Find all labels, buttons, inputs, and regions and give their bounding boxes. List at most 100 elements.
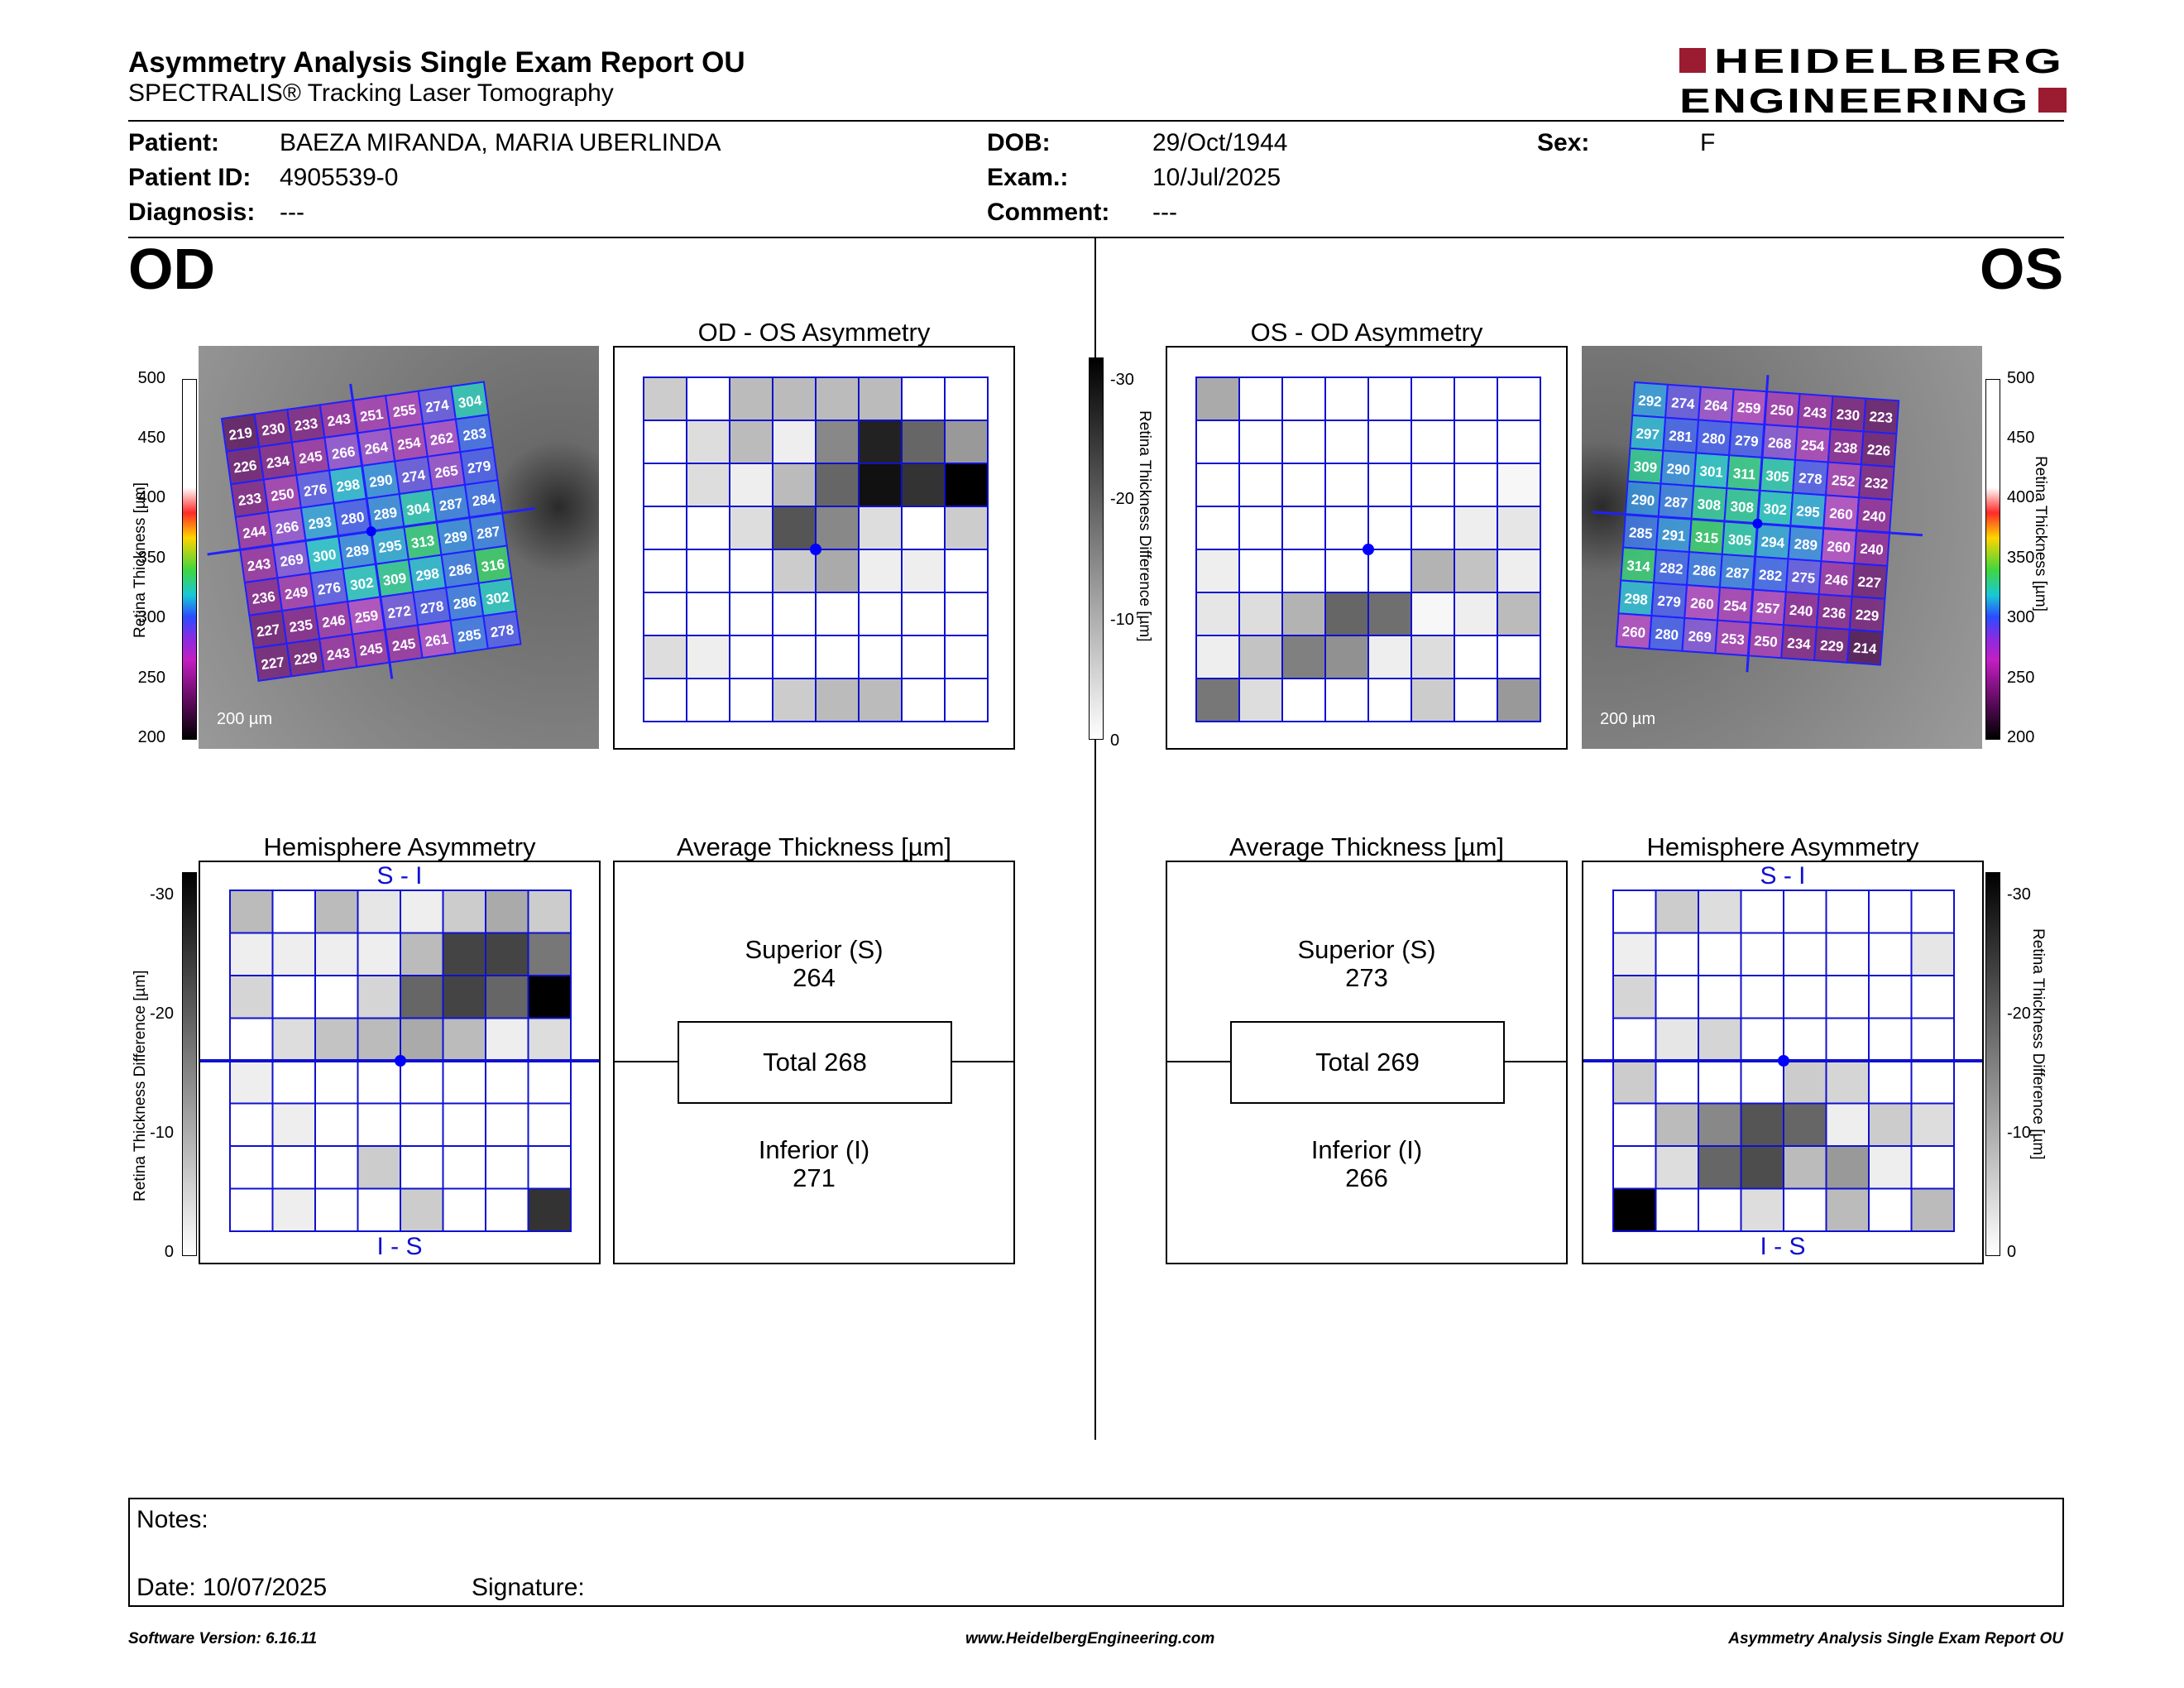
os-map-cell-value: 314: [1626, 558, 1651, 575]
os-hemi-cell: [1698, 1187, 1742, 1232]
os-asym-cell: [1281, 506, 1326, 550]
os-hemi-cell: [1740, 932, 1784, 976]
od-map-cell-value: 230: [261, 420, 286, 439]
os-map-cell-value: 309: [1633, 458, 1658, 476]
od-asym-cell: [643, 549, 687, 593]
os-hemi-cell: [1740, 975, 1784, 1019]
os-hemi-cell: [1612, 1102, 1657, 1147]
os-map-cell-value: 226: [1866, 442, 1891, 459]
od-asym-cell: [901, 420, 946, 464]
os-map-cell-value: 254: [1800, 437, 1825, 454]
od-hemi-cell: [400, 975, 444, 1019]
notes-box[interactable]: Notes: Date: 10/07/2025 Signature:: [128, 1498, 2064, 1607]
os-asym-cell: [1281, 549, 1326, 593]
os-asym-cell: [1497, 506, 1541, 550]
od-asym-cell: [643, 376, 687, 421]
od-asym-cell: [686, 376, 730, 421]
tick: 0: [1110, 731, 1120, 750]
os-map-cell-value: 311: [1732, 466, 1756, 483]
os-map-cell-value: 275: [1791, 569, 1816, 587]
os-hemi-cell: [1825, 975, 1870, 1019]
date-label: Date: 10/07/2025: [136, 1574, 328, 1601]
od-asym-cell: [729, 549, 774, 593]
od-hemi-cell: [400, 890, 444, 934]
od-map-cell-value: 298: [335, 477, 361, 496]
os-hemi-cell: [1783, 1017, 1827, 1062]
tick: 250: [137, 669, 165, 687]
od-map-cell-value: 309: [382, 570, 408, 589]
os-hemi-cell: [1910, 1102, 1955, 1147]
os-asym-cell: [1410, 376, 1455, 421]
od-inferior-label: Inferior (I): [758, 1135, 870, 1164]
od-asym-cell: [944, 506, 989, 550]
tick: 400: [137, 488, 165, 506]
od-map-cell-value: 287: [438, 496, 464, 515]
asym-diff-colorbar: [1089, 357, 1104, 740]
os-hemi-cell: [1698, 1102, 1742, 1147]
od-map-cell-value: 286: [452, 593, 477, 612]
od-asym-cell: [815, 420, 860, 464]
os-hemi-cell: [1783, 890, 1827, 934]
os-hemi-cell: [1655, 932, 1699, 976]
os-map-cell-value: 253: [1721, 631, 1746, 648]
os-asym-cell: [1367, 549, 1412, 593]
patient-divider: [128, 237, 2064, 238]
os-asym-cell: [1324, 635, 1369, 679]
od-asym-cell: [772, 678, 817, 722]
od-hemi-cell: [527, 1145, 572, 1190]
os-map-cell-value: 289: [1794, 536, 1818, 554]
os-hemi-cell: [1910, 1187, 1955, 1232]
od-map-cell: [482, 610, 522, 650]
od-asym-cell: [901, 592, 946, 636]
od-map-cell-value: 254: [396, 434, 422, 453]
od-map-cell-value: 279: [467, 458, 492, 477]
od-map-cell-value: 262: [429, 429, 455, 448]
od-map-cell-value: 264: [363, 439, 389, 458]
od-asym-cell: [944, 463, 989, 507]
od-asym-cell: [944, 376, 989, 421]
od-map-cell-value: 246: [321, 612, 347, 631]
od-thickness-ticks: 500 450 400 350 300 250 200: [132, 346, 165, 746]
od-map-cell-value: 245: [298, 448, 323, 468]
os-map-cell-value: 280: [1655, 626, 1679, 643]
os-asym-cell: [1454, 549, 1498, 593]
od-map-cell-value: 284: [471, 491, 496, 510]
os-hemi-cell: [1698, 1017, 1742, 1062]
os-map-cell-value: 315: [1694, 530, 1719, 547]
os-hemi-cell: [1612, 1017, 1657, 1062]
os-map-cell-value: 246: [1824, 572, 1849, 589]
os-hemi-cell: [1825, 1017, 1870, 1062]
website-link[interactable]: www.HeidelbergEngineering.com: [965, 1630, 1215, 1647]
od-hemi-top-label: S - I: [376, 862, 423, 890]
os-asym-cell: [1367, 592, 1412, 636]
os-hemi-cell: [1868, 1145, 1913, 1190]
od-hemi-cell: [527, 1060, 572, 1105]
od-hemi-cell: [271, 975, 316, 1019]
os-asym-cell: [1281, 463, 1326, 507]
tick: 400: [2007, 488, 2035, 506]
os-hemi-cell: [1740, 1102, 1784, 1147]
os-map-cell-value: 295: [1796, 503, 1821, 520]
os-hemi-cell: [1698, 1145, 1742, 1190]
od-asym-cell: [772, 549, 817, 593]
asym-diff-ticks: -30 -20 -10 0: [1110, 357, 1143, 750]
os-asym-cell: [1195, 678, 1240, 722]
os-map-cell-value: 240: [1862, 508, 1887, 525]
os-asym-title: OS - OD Asymmetry: [1250, 318, 1483, 347]
od-fundus-image: 219 230 233 243 251 255 274 304 226 234 245 266 264 2…: [199, 346, 599, 749]
od-hemi-cell: [229, 1060, 274, 1105]
od-hemi-cell: [271, 1145, 316, 1190]
os-map-cell-value: 254: [1723, 597, 1748, 615]
report-title: Asymmetry Analysis Single Exam Report OU: [128, 46, 745, 79]
report-subtitle: SPECTRALIS® Tracking Laser Tomography: [128, 79, 614, 107]
od-hemi-cell: [400, 1187, 444, 1232]
os-map-cell-value: 301: [1699, 463, 1724, 481]
signature-label: Signature:: [472, 1574, 585, 1601]
tick: 0: [2007, 1243, 2017, 1261]
os-hemi-cell: [1698, 890, 1742, 934]
os-asym-cell: [1367, 376, 1412, 421]
os-map-cell-value: 229: [1855, 607, 1880, 624]
od-map-cell-value: 265: [433, 463, 459, 482]
od-map-cell-value: 269: [279, 551, 304, 570]
od-map-cell-value: 226: [232, 458, 258, 477]
